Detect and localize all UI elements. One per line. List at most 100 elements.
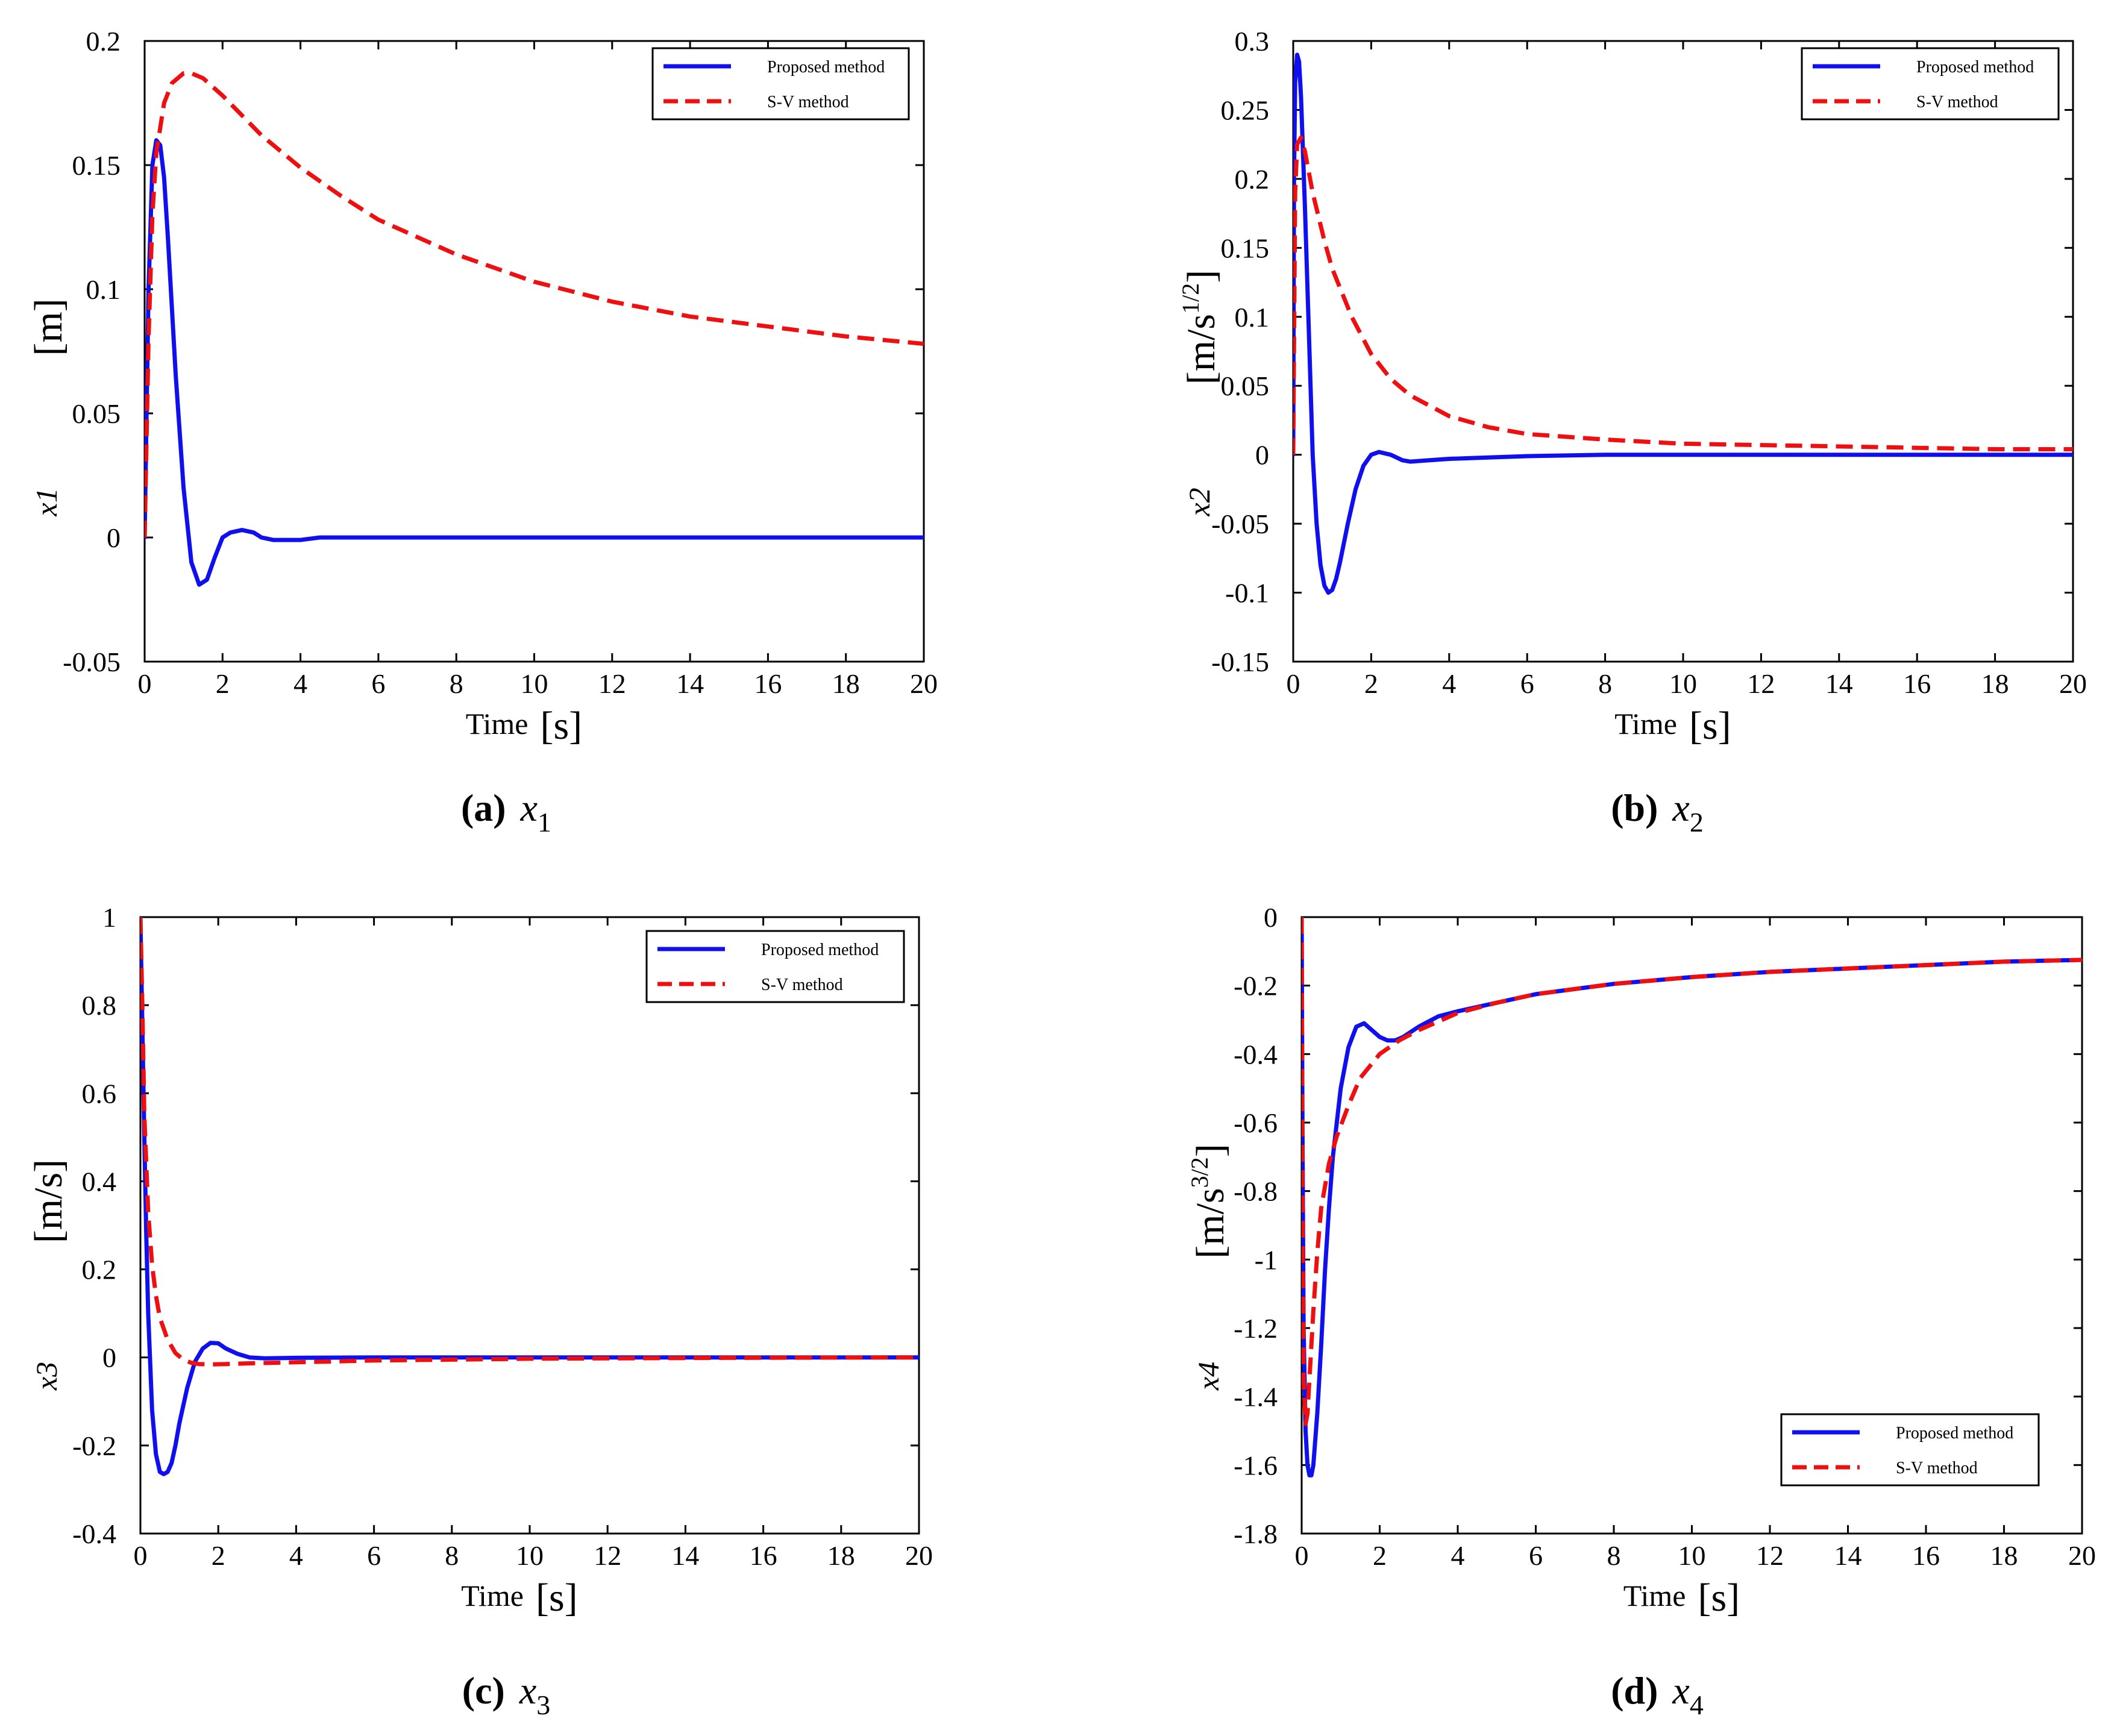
x-tick-label: 14 (676, 668, 704, 699)
y-axis-label-group: x4 [m/s3/2] (1186, 1144, 1232, 1391)
x-tick-label: 8 (450, 668, 463, 699)
x-tick-label: 16 (1903, 668, 1931, 699)
x-tick-label: 16 (754, 668, 782, 699)
x-tick-label: 0 (1295, 1540, 1309, 1571)
y-tick-label: 0.25 (1221, 95, 1270, 125)
y-tick-label: 1 (102, 902, 116, 933)
y-tick-label: 0.4 (82, 1166, 117, 1197)
y-tick-label: 0.1 (86, 274, 121, 305)
plot-frame (139, 916, 920, 1535)
y-tick-label: 0.2 (1235, 164, 1270, 195)
y-axis-label-group: x2 [m/s1/2] (1177, 270, 1223, 517)
x-tick-label: 10 (521, 668, 548, 699)
y-axis-unit-base: [m/s (1179, 314, 1223, 384)
legend-sv-label: S-V method (1896, 1459, 1978, 1477)
series-group (140, 917, 919, 1476)
x-tick-label: 2 (1373, 1540, 1387, 1571)
caption-variable: x (1672, 786, 1689, 829)
y-tick-label: -0.05 (1211, 509, 1269, 539)
caption-subscript: 1 (538, 807, 551, 838)
legend-sv-label: S-V method (761, 976, 843, 994)
legend-proposed-label: Proposed method (1896, 1424, 2013, 1443)
series-group (1302, 917, 2082, 1477)
y-axis-label: x3 (30, 1362, 63, 1391)
x-axis-unit: [s] (1689, 704, 1731, 748)
caption-letter: (c) (462, 1669, 505, 1712)
y-tick-label: -1 (1255, 1244, 1278, 1275)
y-axis-label-group: x1 [m] (27, 298, 71, 516)
y-axis-unit: [m/s1/2] (1177, 270, 1223, 384)
y-tick-label: 0.1 (1235, 302, 1270, 333)
y-tick-label: -0.2 (72, 1430, 116, 1461)
x-axis-label: Time (1623, 1579, 1686, 1612)
x-tick-label: 2 (212, 1540, 225, 1571)
x-tick-label: 12 (594, 1540, 621, 1571)
subplot-a: 0 2 4 6 8 10 12 14 16 18 20 -0.05 0 0.05 0.1 0.15 0.2 Pro… (27, 26, 938, 838)
x-axis-label: Time (466, 707, 528, 741)
x-tick-label: 10 (1678, 1540, 1706, 1571)
y-tick-label: -0.2 (1234, 971, 1278, 1001)
caption-subscript: 4 (1690, 1690, 1704, 1720)
caption-letter: (d) (1611, 1669, 1658, 1712)
y-tick-label: 0.15 (72, 150, 121, 181)
x-tick-label: 4 (1442, 668, 1456, 699)
legend-box (1801, 47, 2060, 121)
x-tick-label: 18 (1981, 668, 2009, 699)
y-tick-label: -1.4 (1234, 1382, 1278, 1412)
x-tick-label: 6 (367, 1540, 381, 1571)
y-tick-label: -0.05 (63, 647, 121, 677)
x-tick-label: 4 (289, 1540, 303, 1571)
legend-box (645, 930, 905, 1003)
y-axis-unit-close: ] (1188, 1144, 1232, 1157)
y-tick-label: 0 (1264, 902, 1278, 933)
proposed-method-line (140, 917, 919, 1476)
y-tick-label: 0 (107, 522, 121, 553)
legend-sv-label: S-V method (1916, 93, 1998, 111)
y-axis-label: x2 (1182, 487, 1216, 516)
legend-proposed-label: Proposed method (1916, 58, 2034, 77)
subplot-c: 0 2 4 6 8 10 12 14 16 18 20 -0.4 -0.2 0 0.2 0.4 0.6 0.8 1 P… (27, 902, 933, 1720)
x-tick-label: 8 (1607, 1540, 1621, 1571)
legend-box (1780, 1413, 2040, 1487)
caption-variable: x (520, 786, 538, 829)
plot-frame (1292, 40, 2074, 663)
y-tick-label: 0.3 (1235, 26, 1270, 57)
x-tick-label: 6 (1529, 1540, 1543, 1571)
caption-subscript: 2 (1690, 807, 1704, 838)
legend-box (651, 47, 910, 121)
x-tick-label: 6 (1520, 668, 1534, 699)
sv-method-line (1293, 135, 2073, 455)
y-tick-label: 0.05 (72, 398, 121, 429)
y-axis-unit-base: [m/s (1188, 1188, 1232, 1258)
x-axis-label: Time (461, 1579, 524, 1612)
x-tick-label: 14 (671, 1540, 699, 1571)
legend-proposed-label: Proposed method (761, 941, 879, 959)
legend: Proposed method S-V method (651, 47, 910, 121)
y-tick-label: -0.1 (1225, 578, 1269, 609)
x-tick-label: 10 (516, 1540, 544, 1571)
x-tick-label: 0 (138, 668, 152, 699)
y-tick-label: 0.6 (82, 1078, 117, 1109)
proposed-method-line (1293, 52, 2073, 595)
x-tick-label: 0 (134, 1540, 148, 1571)
y-tick-label: 0.15 (1221, 233, 1270, 263)
y-tick-label: -0.4 (1234, 1039, 1278, 1070)
legend: Proposed method S-V method (1780, 1413, 2040, 1487)
x-tick-label: 10 (1669, 668, 1697, 699)
x-tick-label: 18 (827, 1540, 855, 1571)
caption-variable: x (519, 1669, 536, 1712)
caption-letter: (a) (461, 786, 506, 829)
y-axis-unit: [m/s] (27, 1159, 71, 1243)
x-tick-label: 8 (445, 1540, 459, 1571)
sv-method-line (140, 917, 919, 1367)
y-tick-label: -1.8 (1234, 1518, 1278, 1549)
x-tick-label: 12 (1756, 1540, 1784, 1571)
subplot-d: 0 2 4 6 8 10 12 14 16 18 20 -1.8 -1.6 -1.4 -1.2 -1 -0.8 -… (1186, 902, 2096, 1720)
x-tick-label: 4 (1451, 1540, 1465, 1571)
x-tick-label: 12 (598, 668, 626, 699)
x-tick-label: 20 (910, 668, 938, 699)
y-axis-unit-close: ] (1179, 270, 1223, 283)
series-group (145, 71, 924, 587)
y-tick-label: -1.2 (1234, 1313, 1278, 1344)
